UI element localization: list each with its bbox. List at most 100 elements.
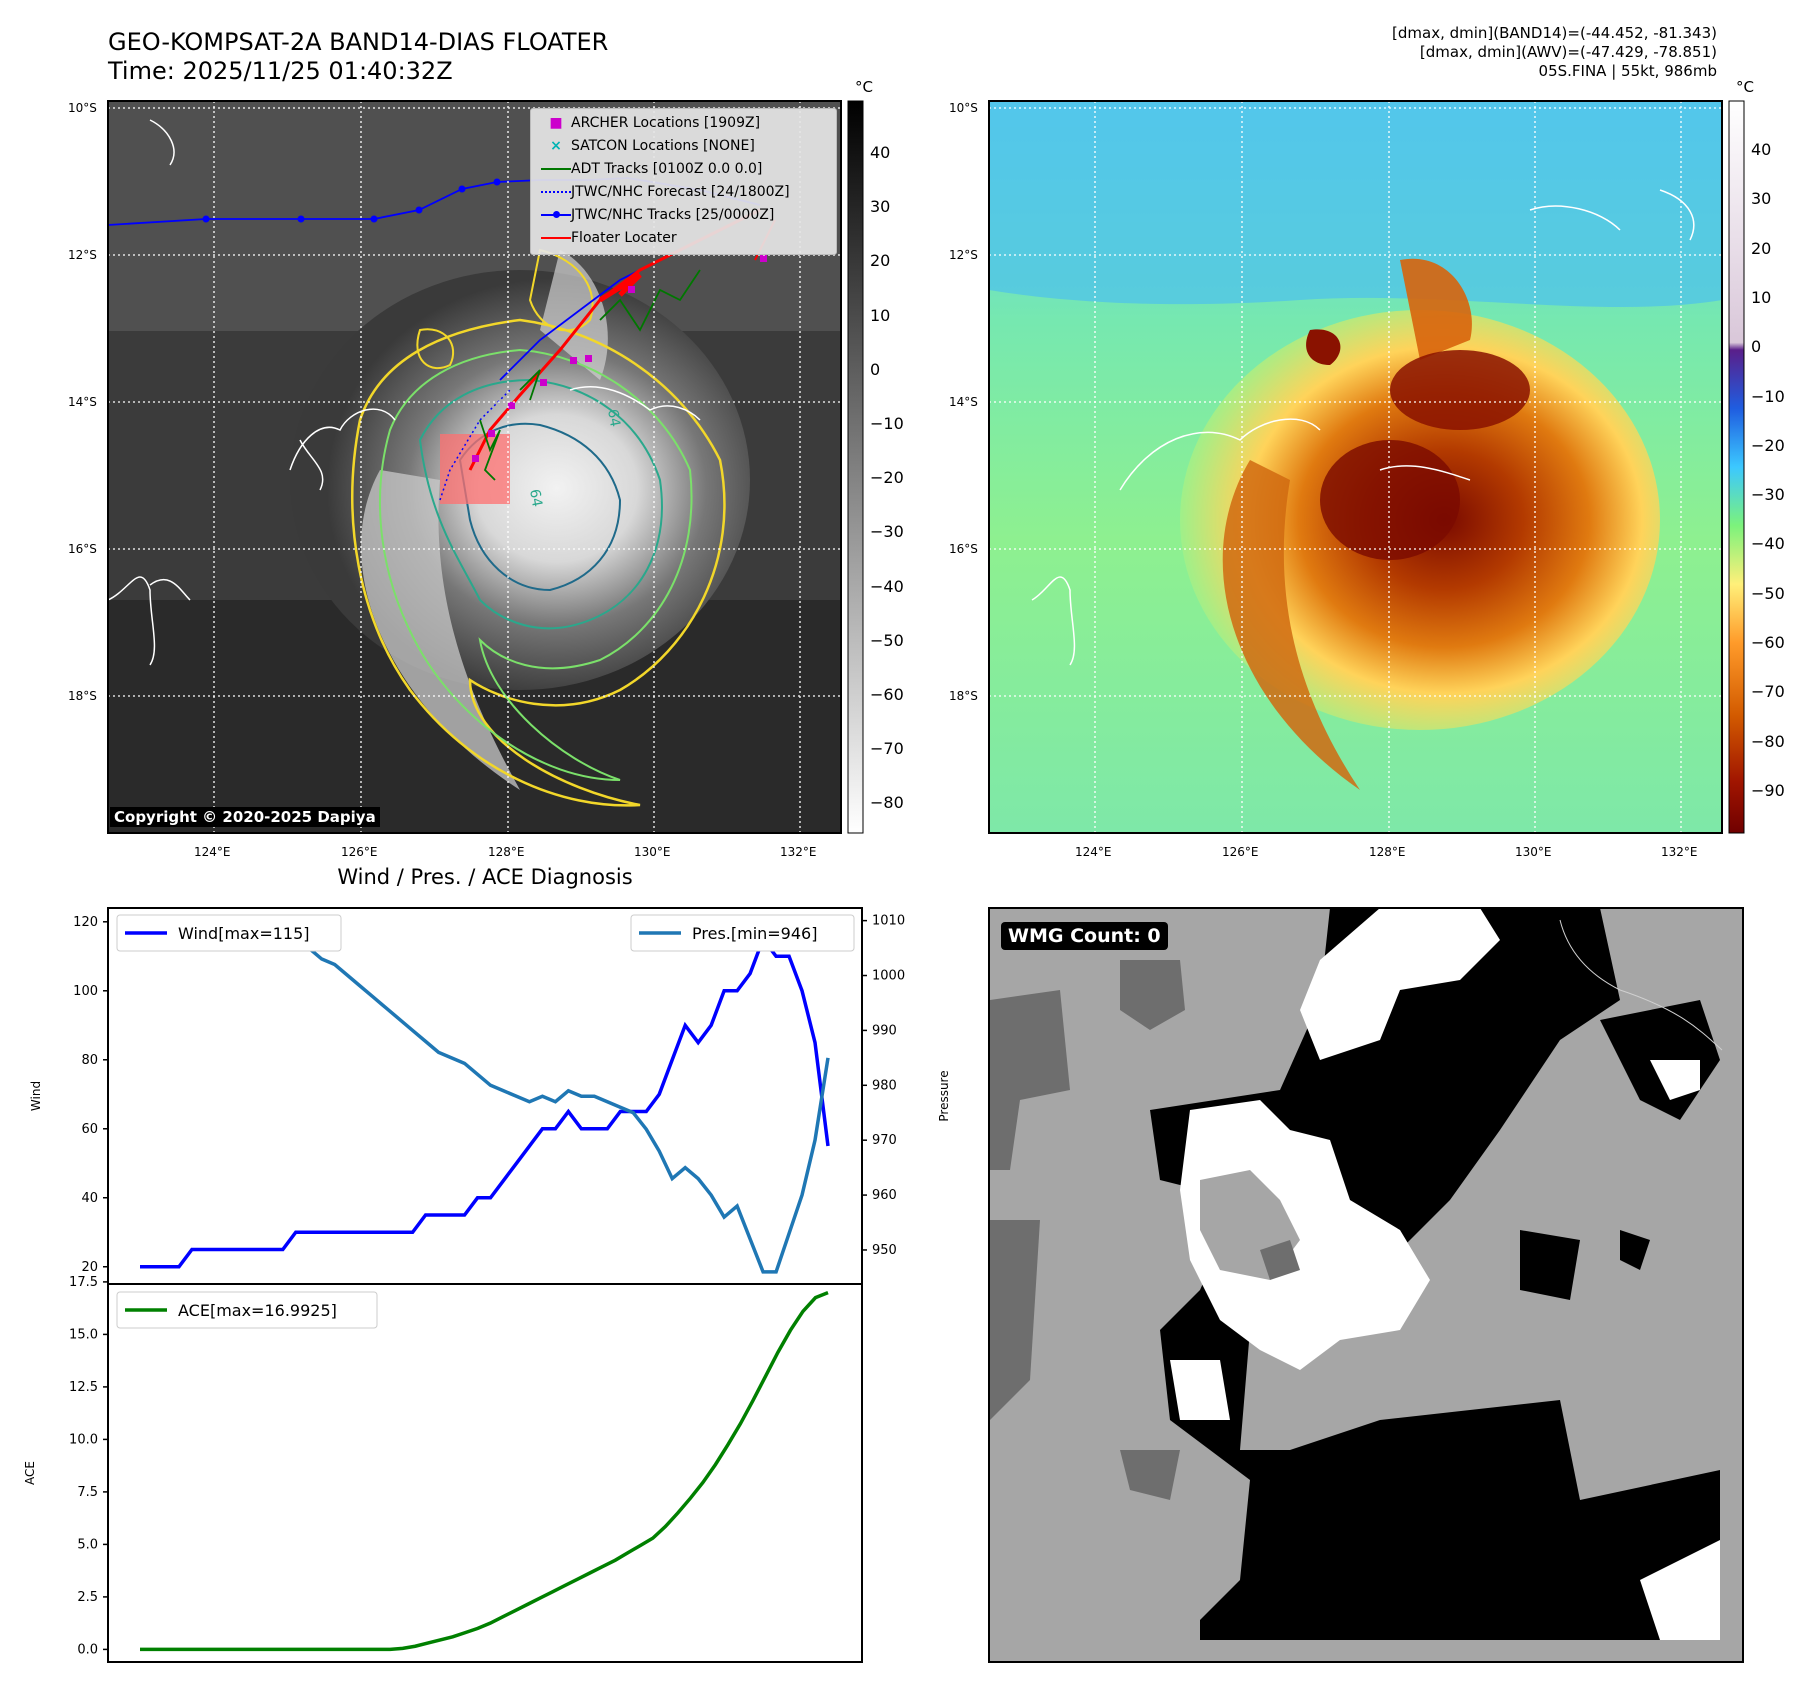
colorbar-tick-label: −10 xyxy=(870,414,904,433)
pressure-legend-box xyxy=(630,914,855,952)
colorbar-tick-label: 40 xyxy=(1751,140,1772,159)
colorbar-tick-label: −80 xyxy=(870,793,904,813)
ace-tick-label: 5.0 xyxy=(77,1537,98,1552)
wind-tick-label: 60 xyxy=(81,1122,98,1137)
map-gridlines xyxy=(108,101,841,833)
map-legend: ■ ARCHER Locations [1909Z] × SATCON Locati… xyxy=(530,108,837,255)
ace-tick-label: 15.0 xyxy=(69,1327,98,1342)
wmg-count-badge: WMG Count: 0 xyxy=(1001,922,1168,950)
colorbar-tick-label: −30 xyxy=(870,522,904,542)
colorbar-tick-label: −40 xyxy=(1751,534,1785,554)
colorbar-tick-label: −80 xyxy=(1751,731,1785,751)
colorbar-tick-label: −50 xyxy=(1751,583,1785,603)
legend-item-archer: ■ ARCHER Locations [1909Z] xyxy=(549,115,761,131)
wind-tick-label: 120 xyxy=(73,915,98,930)
map-gridlines-color xyxy=(989,101,1722,833)
pressure-tick-label: 960 xyxy=(872,1188,897,1203)
lon-label: 124°E xyxy=(194,845,231,859)
lat-label: 12°S xyxy=(949,248,978,262)
wind-tick-label: 100 xyxy=(73,984,98,999)
wind-tick-label: 20 xyxy=(81,1260,98,1275)
lat-label: 16°S xyxy=(68,542,97,556)
pressure-tick-label: 980 xyxy=(872,1078,897,1093)
pressure-axis-label: Pressure xyxy=(937,1070,951,1121)
ace-legend-label: ACE[max=16.9925] xyxy=(178,1301,337,1320)
lat-label: 10°S xyxy=(68,101,97,115)
pressure-tick-label: 970 xyxy=(872,1133,897,1148)
wind-pressure-axes xyxy=(107,907,863,1285)
lat-label: 14°S xyxy=(68,395,97,409)
pressure-tick-label: 990 xyxy=(872,1023,897,1038)
diagnosis-chart-title: Wind / Pres. / ACE Diagnosis xyxy=(337,865,633,889)
legend-item-adt: ADT Tracks [0100Z 0.0 0.0] xyxy=(541,158,790,181)
lon-label: 132°E xyxy=(1661,845,1698,859)
pressure-tick-label: 1000 xyxy=(872,969,905,984)
legend-item-jtwc-forecast: JTWC/NHC Forecast [24/1800Z] xyxy=(541,181,790,204)
colorbar-tick-label: −30 xyxy=(1751,485,1785,505)
pressure-series-line xyxy=(140,918,830,1274)
colorbar-tick-label: −70 xyxy=(870,739,904,759)
pressure-tick-label: 950 xyxy=(872,1243,897,1258)
lon-label: 124°E xyxy=(1075,845,1112,859)
ace-axis-label: ACE xyxy=(23,1461,37,1485)
colorbar-gray-unit: °C xyxy=(855,78,873,96)
copyright-label: Copyright © 2020-2025 Dapiya xyxy=(110,807,380,827)
lon-label: 126°E xyxy=(341,845,378,859)
wind-axis-label: Wind xyxy=(29,1081,43,1111)
wind-series-line xyxy=(140,935,830,1269)
ace-series-line xyxy=(140,1290,829,1652)
colorbar-tick-label: −60 xyxy=(870,685,904,704)
colorbar-tick-label: 10 xyxy=(870,305,891,325)
lat-label: 12°S xyxy=(68,248,97,262)
ace-tick-label: 7.5 xyxy=(77,1485,98,1500)
ace-tick-label: 0.0 xyxy=(77,1642,98,1657)
legend-item-satcon: × SATCON Locations [NONE] xyxy=(550,138,755,154)
lat-label: 18°S xyxy=(68,689,97,703)
contour-label: 64 xyxy=(604,408,623,428)
page-subtitle-time: Time: 2025/11/25 01:40:32Z xyxy=(108,57,453,85)
lat-label: 10°S xyxy=(949,101,978,115)
ir-color-map xyxy=(988,100,1723,834)
colorbar-tick-label: 30 xyxy=(1751,189,1772,209)
colorbar-tick-label: 20 xyxy=(870,251,891,271)
contour-label: 64 xyxy=(526,488,545,508)
ace-tick-label: 2.5 xyxy=(77,1590,98,1605)
colorbar-tick-label: −20 xyxy=(870,468,904,488)
lon-label: 130°E xyxy=(634,845,671,859)
pressure-tick-label: 1010 xyxy=(872,914,905,929)
colorbar-color xyxy=(1728,100,1745,834)
colorbar-tick-label: 20 xyxy=(1751,238,1772,258)
wind-legend-box xyxy=(116,914,342,952)
lon-label: 126°E xyxy=(1222,845,1259,859)
jtwc-track-points xyxy=(202,178,501,223)
wind-legend-label: Wind[max=115] xyxy=(178,924,310,943)
wind-tick-label: 40 xyxy=(81,1191,98,1206)
colorbar-tick-label: −90 xyxy=(1751,780,1785,800)
colorbar-color-unit: °C xyxy=(1736,78,1754,96)
colorbar-tick-label: −50 xyxy=(870,630,904,650)
info-line-awv: [dmax, dmin](AWV)=(-47.429, -78.851) xyxy=(1419,43,1717,61)
colorbar-tick-label: −40 xyxy=(870,576,904,596)
colorbar-tick-label: 0 xyxy=(1751,337,1762,357)
ace-legend-box xyxy=(116,1291,378,1329)
lat-label: 16°S xyxy=(949,542,978,556)
info-line-band14: [dmax, dmin](BAND14)=(-44.452, -81.343) xyxy=(1392,24,1717,42)
colorbar-tick-label: −20 xyxy=(1751,435,1785,455)
colorbar-tick-label: 40 xyxy=(870,143,891,162)
colorbar-tick-label: 30 xyxy=(870,197,891,217)
colorbar-tick-label: 0 xyxy=(870,359,881,379)
ace-tick-label: 17.5 xyxy=(69,1275,98,1290)
colorbar-tick-label: −70 xyxy=(1751,682,1785,702)
archer-points xyxy=(472,255,767,462)
colorbar-tick-label: 10 xyxy=(1751,287,1772,307)
lat-label: 18°S xyxy=(949,689,978,703)
wmg-map xyxy=(988,907,1744,1663)
colorbar-tick-label: −60 xyxy=(1751,633,1785,652)
ace-tick-label: 12.5 xyxy=(69,1380,98,1395)
floater-box xyxy=(440,434,510,504)
pressure-legend-label: Pres.[min=946] xyxy=(692,924,817,943)
lon-label: 128°E xyxy=(1369,845,1406,859)
page-title: GEO-KOMPSAT-2A BAND14-DIAS FLOATER xyxy=(108,28,609,56)
colorbar-gray xyxy=(847,100,864,834)
